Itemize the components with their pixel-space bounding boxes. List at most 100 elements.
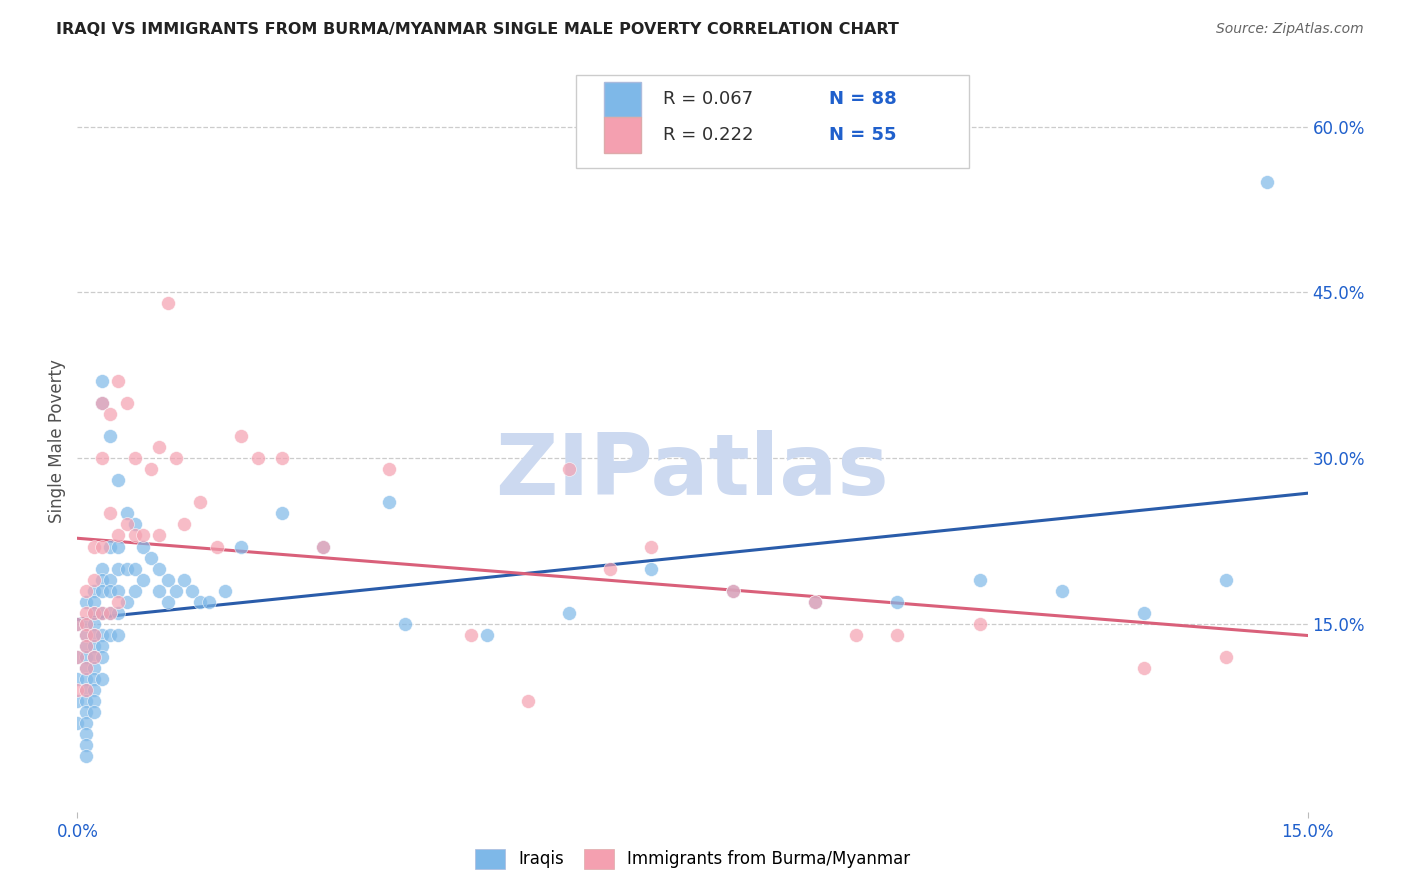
Point	[75, 661, 97, 675]
Point	[107, 374, 129, 388]
Point	[75, 639, 97, 653]
Point	[132, 540, 155, 554]
Point	[141, 462, 163, 476]
Point	[75, 727, 97, 741]
Point	[90, 606, 114, 620]
Point	[98, 573, 121, 587]
Point	[115, 507, 138, 521]
Text: Source: ZipAtlas.com: Source: ZipAtlas.com	[1216, 22, 1364, 37]
Point	[98, 540, 121, 554]
Point	[75, 739, 97, 753]
Point	[188, 495, 212, 509]
Point	[205, 540, 228, 554]
Point	[66, 716, 89, 731]
Point	[156, 573, 179, 587]
Point	[83, 706, 105, 720]
Point	[66, 616, 89, 631]
Point	[107, 540, 129, 554]
Point	[886, 628, 908, 642]
Point	[214, 583, 236, 598]
Point	[98, 606, 121, 620]
Point	[83, 628, 105, 642]
Point	[83, 694, 105, 708]
Point	[83, 650, 105, 665]
Text: IRAQI VS IMMIGRANTS FROM BURMA/MYANMAR SINGLE MALE POVERTY CORRELATION CHART: IRAQI VS IMMIGRANTS FROM BURMA/MYANMAR S…	[56, 22, 898, 37]
Point	[75, 639, 97, 653]
Point	[83, 606, 105, 620]
Point	[148, 583, 170, 598]
Point	[115, 396, 138, 410]
Point	[107, 528, 129, 542]
Point	[66, 650, 89, 665]
Point	[1050, 583, 1073, 598]
Point	[378, 495, 401, 509]
Point	[75, 716, 97, 731]
Point	[246, 451, 269, 466]
Point	[1215, 573, 1237, 587]
Point	[517, 694, 540, 708]
Point	[66, 694, 89, 708]
Point	[75, 694, 97, 708]
Point	[90, 606, 114, 620]
Point	[66, 650, 89, 665]
Point	[90, 583, 114, 598]
Point	[1132, 661, 1154, 675]
Point	[66, 672, 89, 686]
Point	[75, 661, 97, 675]
Point	[115, 517, 138, 532]
Point	[1256, 175, 1278, 189]
Point	[132, 528, 155, 542]
Point	[141, 550, 163, 565]
Point	[378, 462, 401, 476]
Point	[90, 672, 114, 686]
Point	[98, 429, 121, 443]
Text: N = 88: N = 88	[830, 90, 897, 109]
Point	[75, 595, 97, 609]
Point	[845, 628, 868, 642]
Point	[83, 573, 105, 587]
FancyBboxPatch shape	[605, 82, 641, 117]
Point	[75, 616, 97, 631]
Point	[98, 606, 121, 620]
Text: R = 0.067: R = 0.067	[664, 90, 754, 109]
Point	[723, 583, 745, 598]
Point	[75, 616, 97, 631]
Point	[107, 606, 129, 620]
Point	[558, 462, 581, 476]
Point	[1132, 606, 1154, 620]
Point	[124, 561, 146, 575]
Point	[599, 561, 621, 575]
Point	[90, 628, 114, 642]
Point	[83, 540, 105, 554]
Point	[312, 540, 335, 554]
Point	[115, 595, 138, 609]
Point	[460, 628, 482, 642]
Point	[115, 561, 138, 575]
Point	[90, 396, 114, 410]
Point	[107, 473, 129, 487]
Point	[83, 583, 105, 598]
Point	[969, 616, 991, 631]
Point	[75, 606, 97, 620]
Point	[124, 528, 146, 542]
Point	[124, 583, 146, 598]
Point	[75, 683, 97, 698]
Point	[83, 628, 105, 642]
Point	[156, 296, 179, 310]
Point	[173, 517, 195, 532]
Point	[231, 540, 253, 554]
Point	[271, 451, 294, 466]
Point	[83, 639, 105, 653]
Point	[1215, 650, 1237, 665]
Point	[231, 429, 253, 443]
Point	[75, 706, 97, 720]
Point	[188, 595, 212, 609]
Point	[477, 628, 499, 642]
Point	[75, 650, 97, 665]
Point	[886, 595, 908, 609]
Text: ZIPatlas: ZIPatlas	[495, 430, 890, 513]
Point	[640, 561, 662, 575]
Point	[75, 628, 97, 642]
Text: R = 0.222: R = 0.222	[664, 126, 754, 144]
Point	[75, 583, 97, 598]
